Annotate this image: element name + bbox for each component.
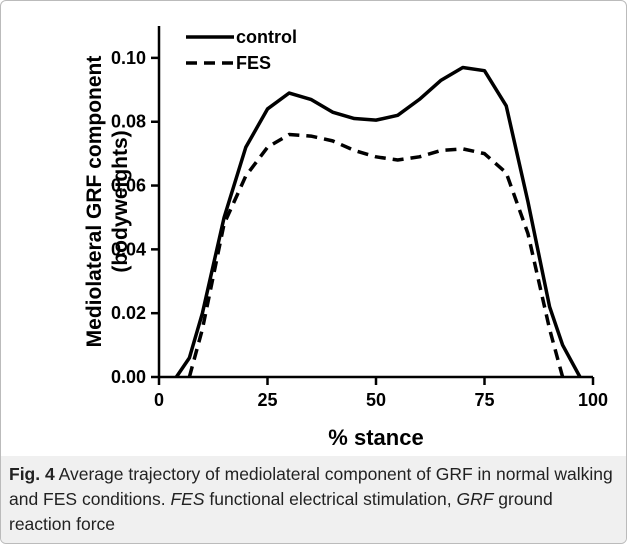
y-axis-label: Mediolateral GRF component [83, 56, 106, 348]
x-tick-label: 50 [366, 390, 386, 410]
y-tick-label: 0.00 [111, 367, 146, 387]
caption-abbrev: FES [170, 489, 205, 509]
caption-text: functional electrical stimulation, [204, 489, 457, 509]
x-tick-label: 75 [474, 390, 494, 410]
series-line [187, 132, 565, 378]
y-tick-label: 0.04 [111, 239, 146, 259]
x-axis-label: % stance [328, 425, 423, 450]
y-tick-label: 0.08 [111, 112, 146, 132]
y-tick-label: 0.06 [111, 176, 146, 196]
series-line [174, 65, 582, 378]
legend-label: FES [236, 53, 271, 73]
y-tick-label: 0.10 [111, 48, 146, 68]
y-tick-label: 0.02 [111, 303, 146, 323]
x-tick-label: 25 [257, 390, 277, 410]
x-tick-label: 0 [154, 390, 164, 410]
x-tick-label: 100 [578, 390, 608, 410]
caption-text: ground reaction force [9, 489, 553, 534]
chart: 0.00 0.02 0.04 0.06 0.08 0.10 0 25 50 75 100 % stan… [83, 26, 608, 450]
caption-abbrev: GRF [456, 489, 494, 509]
caption-text: Average trajectory of mediolateral compo… [9, 464, 613, 509]
caption-label: Fig. 4 [9, 464, 55, 484]
legend-label: control [236, 27, 297, 47]
caption: Fig. 4 Average trajectory of mediolatera… [1, 456, 626, 543]
y-axis-label: (bodyweights) [109, 130, 132, 272]
